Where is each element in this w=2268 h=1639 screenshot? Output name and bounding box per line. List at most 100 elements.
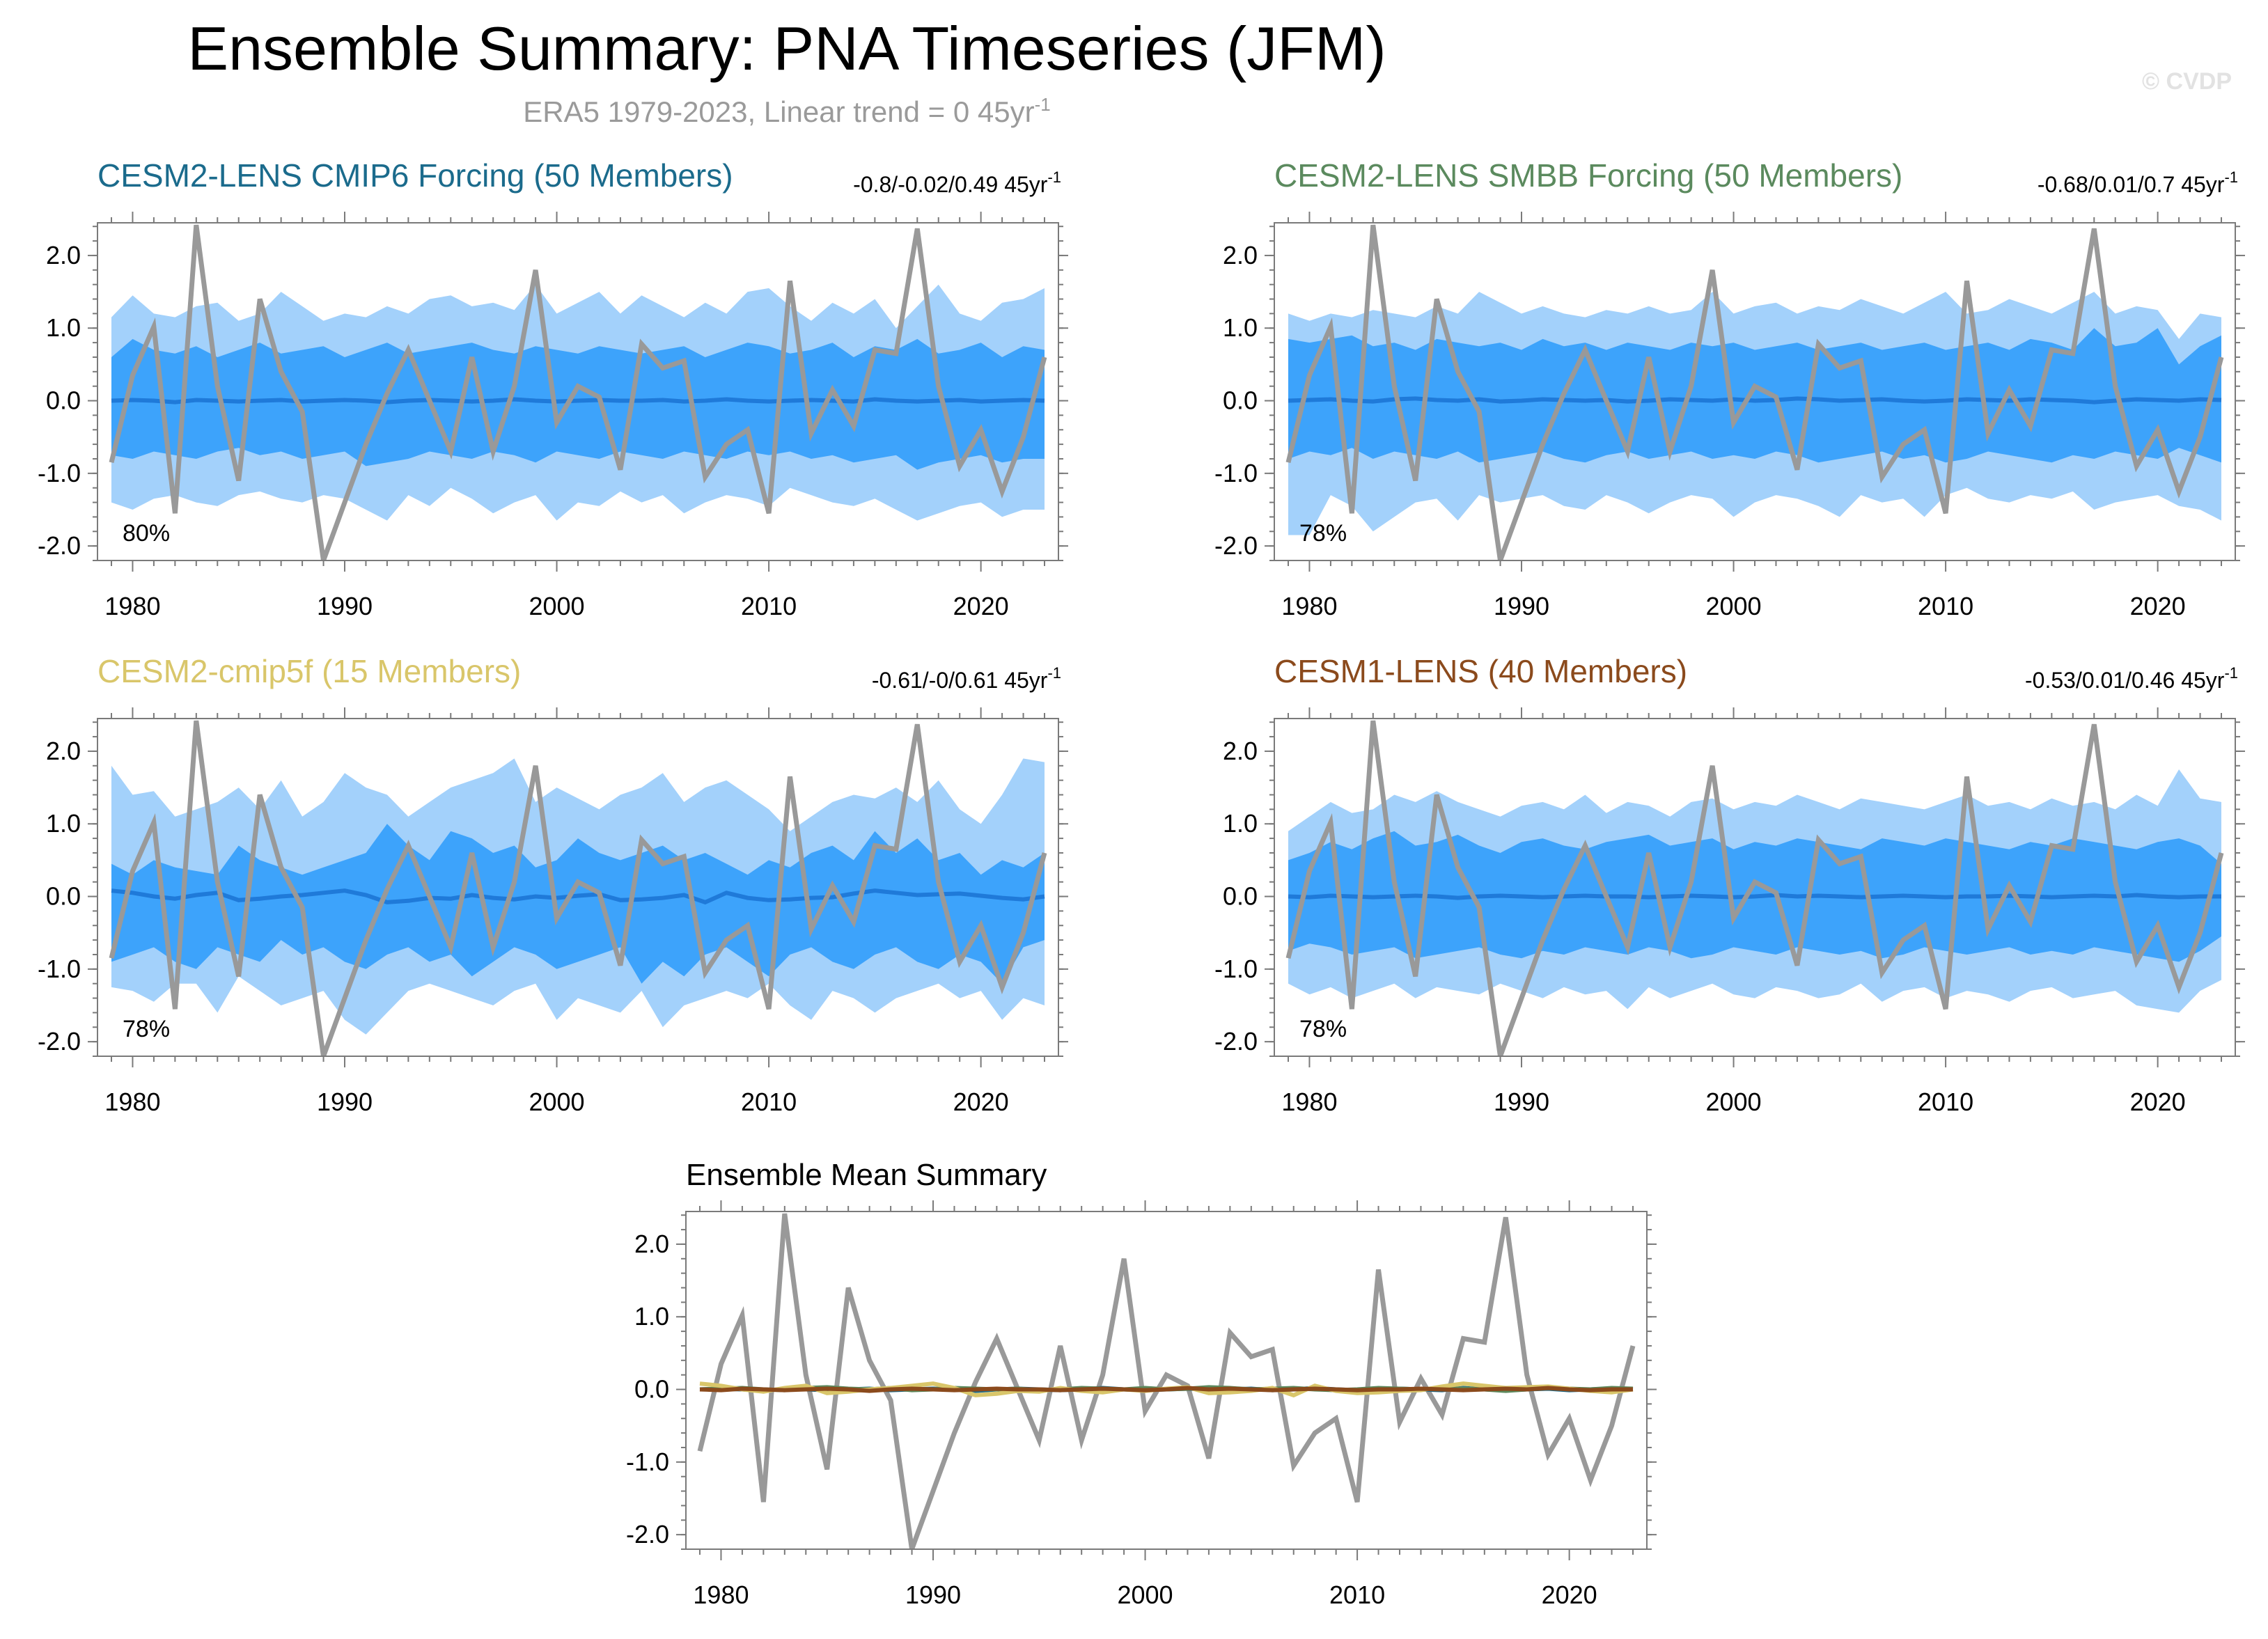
panel-2-ytick-label: 2.0 xyxy=(1223,241,1258,269)
mean-series-line-4 xyxy=(699,1386,1633,1393)
panel-2-xtick-label: 2000 xyxy=(1705,592,1761,620)
panel-2-ytick-label: -2.0 xyxy=(1214,531,1258,560)
mean-xtick-label: 2000 xyxy=(1117,1581,1173,1609)
panel-4-trend: -0.53/0.01/0.46 45yr-1 xyxy=(2025,664,2238,693)
panel-3-ytick-label: -2.0 xyxy=(38,1027,81,1056)
panel-1-ytick-label: -2.0 xyxy=(38,531,81,560)
panel-4-title: CESM1-LENS (40 Members) xyxy=(1274,653,1687,689)
panel-3-trend-sup: -1 xyxy=(1047,664,1061,682)
panel-3-title: CESM2-cmip5f (15 Members) xyxy=(97,653,521,689)
panel-3-ytick-label: -1.0 xyxy=(38,955,81,983)
panel-2-trend-text: -0.68/0.01/0.7 45yr xyxy=(2038,172,2225,197)
panel-2-observed-line xyxy=(1285,224,2224,560)
panel-4-ytick-label: 2.0 xyxy=(1223,737,1258,765)
panel-1-xtick-label: 2020 xyxy=(953,592,1009,620)
panel-1-ytick-label: 1.0 xyxy=(46,313,81,342)
panel-1: -2.0 -1.0 0.0 1.0 2.0 1980 1990 2000 2010 2020 CES… xyxy=(38,157,1068,620)
mean-xtick-label: 1990 xyxy=(905,1581,961,1609)
panel-3-trend-text: -0.61/-0/0.61 45yr xyxy=(872,668,1048,693)
panel-4-trend-sup: -1 xyxy=(2224,664,2238,682)
panel-4: -2.0 -1.0 0.0 1.0 2.0 1980 1990 2000 2010 2020 CES… xyxy=(1214,653,2245,1116)
panel-3-observed-line xyxy=(109,720,1047,1056)
panel-2-xtick-label: 2010 xyxy=(1918,592,1973,620)
panel-1-percent: 80% xyxy=(123,520,170,547)
panel-4-xtick-label: 2000 xyxy=(1705,1088,1761,1116)
mean-observed-line xyxy=(697,1213,1636,1549)
subtitle-text: ERA5 1979-2023, Linear trend = 0 45yr xyxy=(523,95,1034,128)
mean-summary-title: Ensemble Mean Summary xyxy=(686,1158,1047,1192)
panel-3-xtick-label: 1990 xyxy=(317,1088,373,1116)
panel-3-xtick-label: 2000 xyxy=(529,1088,584,1116)
mean-xtick-label: 1980 xyxy=(693,1581,749,1609)
panel-2-ytick-label: -1.0 xyxy=(1214,459,1258,487)
panel-3-xtick-label: 2010 xyxy=(741,1088,797,1116)
mean-xtick-label: 2010 xyxy=(1329,1581,1385,1609)
subtitle-sup: -1 xyxy=(1035,94,1051,115)
panel-2-percent: 78% xyxy=(1299,520,1347,547)
mean-ytick-label: -1.0 xyxy=(626,1448,669,1476)
panel-4-percent: 78% xyxy=(1299,1016,1347,1042)
panel-4-xtick-label: 1990 xyxy=(1494,1088,1549,1116)
mean-ytick-label: 1.0 xyxy=(634,1302,669,1331)
panel-3-xtick-label: 2020 xyxy=(953,1088,1009,1116)
panel-3-ytick-label: 0.0 xyxy=(46,882,81,911)
panel-1-plot-area xyxy=(109,224,1047,560)
panel-1-xtick-label: 1990 xyxy=(317,592,373,620)
panel-3-xtick-label: 1980 xyxy=(104,1088,160,1116)
ensemble-mean-panel: Ensemble Mean Summary -2.0 -1.0 0.0 1.0 2.0 19… xyxy=(626,1158,1657,1609)
watermark: © CVDP xyxy=(2142,68,2232,95)
panel-1-xtick-label: 1980 xyxy=(104,592,160,620)
panel-3-trend: -0.61/-0/0.61 45yr-1 xyxy=(872,664,1061,693)
panel-2-trend: -0.68/0.01/0.7 45yr-1 xyxy=(2038,168,2238,197)
subtitle: ERA5 1979-2023, Linear trend = 0 45yr-1 xyxy=(523,94,1050,128)
panel-4-observed-line xyxy=(1285,720,2224,1056)
panels-group: -2.0 -1.0 0.0 1.0 2.0 1980 1990 2000 2010 2020 CES… xyxy=(38,157,2245,1116)
panel-1-title: CESM2-LENS CMIP6 Forcing (50 Members) xyxy=(97,157,733,194)
panel-1-ytick-label: -1.0 xyxy=(38,459,81,487)
panel-1-trend-sup: -1 xyxy=(1047,168,1061,186)
panel-3-ytick-label: 2.0 xyxy=(46,737,81,765)
panel-1-xtick-label: 2000 xyxy=(529,592,584,620)
panel-2-trend-sup: -1 xyxy=(2224,168,2238,186)
panel-4-ensemble-mean-line xyxy=(1288,893,2221,900)
panel-4-ytick-label: 1.0 xyxy=(1223,809,1258,838)
panel-2: -2.0 -1.0 0.0 1.0 2.0 1980 1990 2000 2010 2020 CES… xyxy=(1214,157,2245,620)
mean-ytick-label: 0.0 xyxy=(634,1375,669,1404)
mean-frame xyxy=(685,1211,1648,1550)
panel-4-ytick-label: -1.0 xyxy=(1214,955,1258,983)
panel-3: -2.0 -1.0 0.0 1.0 2.0 1980 1990 2000 2010 2020 CES… xyxy=(38,653,1068,1116)
mean-plot-area xyxy=(697,1213,1636,1549)
panel-1-xtick-label: 2010 xyxy=(741,592,797,620)
panel-2-xtick-label: 1990 xyxy=(1494,592,1549,620)
panel-1-ytick-label: 0.0 xyxy=(46,386,81,415)
panel-3-ensemble-mean-line xyxy=(111,888,1045,905)
panel-1-ytick-label: 2.0 xyxy=(46,241,81,269)
panel-2-ytick-label: 0.0 xyxy=(1223,386,1258,415)
panel-2-ensemble-mean-line xyxy=(1288,396,2222,405)
panel-2-plot-area xyxy=(1285,224,2224,560)
panel-1-trend: -0.8/-0.02/0.49 45yr-1 xyxy=(853,168,1061,197)
panel-1-ensemble-mean-line xyxy=(111,397,1045,405)
panel-4-plot-area xyxy=(1285,720,2224,1056)
panel-4-xtick-label: 2010 xyxy=(1918,1088,1973,1116)
panel-3-inner-band xyxy=(111,824,1045,984)
panel-4-xtick-label: 2020 xyxy=(2130,1088,2186,1116)
panel-2-title: CESM2-LENS SMBB Forcing (50 Members) xyxy=(1274,157,1902,194)
panel-1-observed-line xyxy=(109,224,1047,560)
main-title: Ensemble Summary: PNA Timeseries (JFM) xyxy=(187,14,1386,83)
panel-3-ytick-label: 1.0 xyxy=(46,809,81,838)
panel-3-percent: 78% xyxy=(123,1016,170,1042)
mean-ytick-label: -2.0 xyxy=(626,1520,669,1548)
panel-1-trend-text: -0.8/-0.02/0.49 45yr xyxy=(853,172,1048,197)
panel-2-xtick-label: 2020 xyxy=(2130,592,2186,620)
mean-ytick-label: 2.0 xyxy=(634,1230,669,1258)
panel-4-ytick-label: -2.0 xyxy=(1214,1027,1258,1056)
panel-4-ytick-label: 0.0 xyxy=(1223,882,1258,911)
panel-2-xtick-label: 1980 xyxy=(1281,592,1337,620)
panel-3-plot-area xyxy=(109,720,1047,1056)
panel-2-ytick-label: 1.0 xyxy=(1223,313,1258,342)
panel-4-trend-text: -0.53/0.01/0.46 45yr xyxy=(2025,668,2225,693)
panel-4-xtick-label: 1980 xyxy=(1281,1088,1337,1116)
mean-xtick-label: 2020 xyxy=(1542,1581,1597,1609)
